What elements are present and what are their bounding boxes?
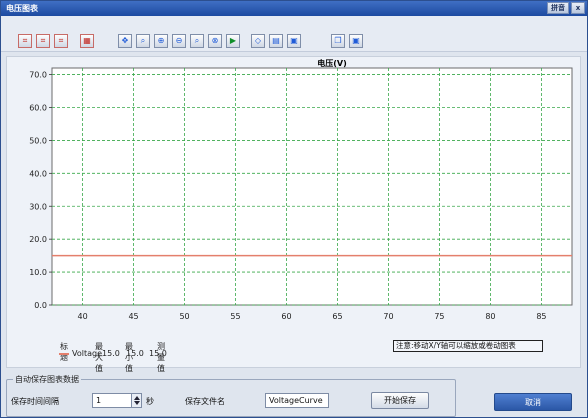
y-tick-label: 50.0 [29, 136, 47, 145]
zoom-hint-note: 注意:移动X/Y轴可以缩放或卷动图表 [393, 340, 543, 352]
zoom-fit-icon[interactable]: ⌕ [190, 34, 204, 48]
eraser-icon[interactable]: ◇ [251, 34, 265, 48]
zoom-out-icon[interactable]: ⊖ [172, 34, 186, 48]
chart-area: 电压(V) 40 45 50 55 60 65 70 75 80 85 0.0 10.0 20.0 30.0… [6, 56, 581, 368]
save-icon[interactable]: ▣ [287, 34, 301, 48]
chart-title: 电压(V) [317, 58, 347, 68]
window-title: 电压图表 [6, 4, 38, 13]
filename-label: 保存文件名 [185, 397, 225, 406]
window-titlebar: 电压图表 拼音 x [1, 1, 587, 16]
legend-measured-value: 15.0 [149, 349, 167, 358]
interval-input[interactable]: 1 [92, 393, 132, 408]
cancel-button[interactable]: 取消 [494, 393, 572, 411]
close-button[interactable]: x [571, 2, 585, 14]
legend-swatch [59, 353, 69, 355]
voltage-chart[interactable]: 电压(V) 40 45 50 55 60 65 70 75 80 85 0.0 10.0 20.0 30.0… [7, 57, 582, 369]
x-tick-label: 50 [179, 312, 189, 321]
titlebar-buttons: 拼音 x [547, 2, 585, 14]
x-tick-label: 40 [77, 312, 87, 321]
autosave-group: 自动保存图表数据 保存时间间隔 1 秒 保存文件名 VoltageCurve 开… [6, 374, 456, 417]
step-down-icon[interactable] [134, 401, 140, 405]
legend-min-value: 15.0 [126, 349, 144, 358]
legend-series-name: Voltage [72, 349, 103, 358]
autosave-group-title: 自动保存图表数据 [13, 374, 81, 385]
ime-button[interactable]: 拼音 [547, 2, 569, 14]
x-tick-label: 85 [536, 312, 546, 321]
copy-icon[interactable]: ❐ [331, 34, 345, 48]
zoom-region-icon[interactable]: ⌕ [136, 34, 150, 48]
export-icon[interactable]: ▣ [349, 34, 363, 48]
y-tick-label: 20.0 [29, 235, 47, 244]
legend-header-title: 标题 [60, 342, 68, 362]
y-tick-label: 30.0 [29, 202, 47, 211]
step-up-icon[interactable] [134, 396, 140, 400]
x-tick-label: 45 [128, 312, 138, 321]
axis-mode-1-icon[interactable]: ⌗ [18, 34, 32, 48]
x-tick-label: 65 [332, 312, 342, 321]
legend-header-max: 最大值 [95, 342, 103, 373]
x-tick-label: 55 [230, 312, 240, 321]
axis-mode-2-icon[interactable]: ⌗ [36, 34, 50, 48]
start-save-button[interactable]: 开始保存 [371, 392, 429, 409]
chart-toolbar: ⌗ ⌗ ⌗ ▦ ✥ ⌕ ⊕ ⊖ ⌕ ⊗ ▶ ◇ ▤ ▣ ❐ ▣ [1, 16, 587, 52]
axis-mode-3-icon[interactable]: ⌗ [54, 34, 68, 48]
interval-stepper[interactable] [132, 393, 142, 408]
plot-background [51, 67, 573, 306]
filename-input[interactable]: VoltageCurve [265, 393, 329, 408]
play-icon[interactable]: ▶ [226, 34, 240, 48]
y-tick-label: 60.0 [29, 104, 47, 113]
y-tick-label: 70.0 [29, 71, 47, 80]
y-tick-label: 0.0 [34, 301, 47, 310]
interval-unit: 秒 [146, 397, 154, 406]
legend-header-min: 最小值 [125, 342, 133, 373]
zoom-in-icon[interactable]: ⊕ [154, 34, 168, 48]
legend-max-value: 15.0 [102, 349, 120, 358]
y-tick-label: 40.0 [29, 169, 47, 178]
grid-toggle-icon[interactable]: ▦ [80, 34, 94, 48]
legend-header-measured: 测量值 [157, 342, 165, 373]
x-tick-label: 70 [383, 312, 393, 321]
move-cursor-icon[interactable]: ✥ [118, 34, 132, 48]
y-tick-label: 10.0 [29, 268, 47, 277]
x-tick-label: 80 [485, 312, 495, 321]
interval-label: 保存时间间隔 [11, 397, 59, 406]
x-tick-label: 60 [281, 312, 291, 321]
x-tick-label: 75 [434, 312, 444, 321]
zoom-reset-icon[interactable]: ⊗ [208, 34, 222, 48]
print-icon[interactable]: ▤ [269, 34, 283, 48]
